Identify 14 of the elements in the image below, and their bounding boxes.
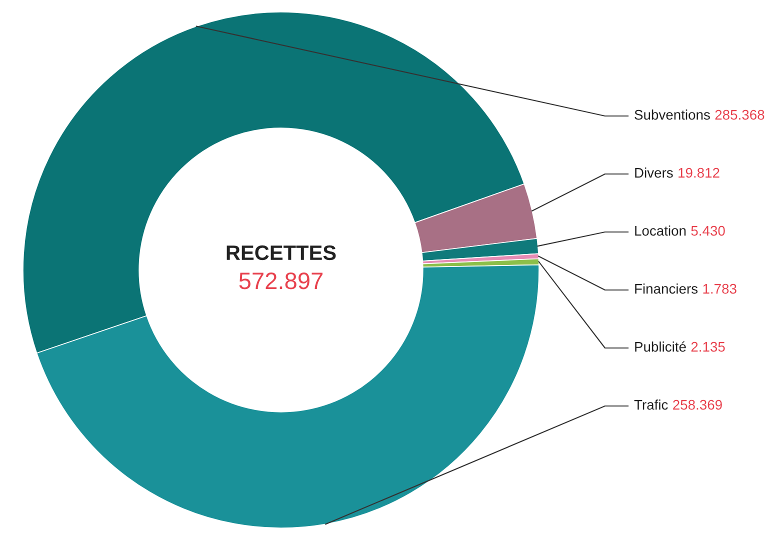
data-label: 2.135 [691,342,725,352]
slice-label: Trafic [634,400,668,410]
slice-label: Financiers [635,284,698,294]
data-label: 5.430 [691,226,725,236]
text: RECETTES [226,245,336,260]
slice-label: Subventions [634,110,710,120]
data-label: 285.368 [715,110,764,120]
slice-label: Location [635,226,686,236]
data-label: 1.783 [703,284,736,294]
slice-label: Divers [635,168,673,178]
data-label: 19.812 [678,168,720,178]
data-label: 258.369 [673,400,722,410]
text: 572.897 [239,272,322,290]
slice-label: Publicité [635,341,686,352]
